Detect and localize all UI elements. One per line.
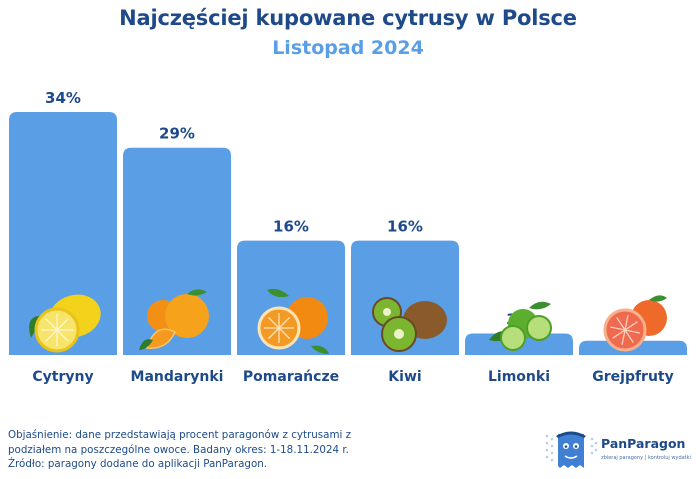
grapefruit-icon — [603, 295, 667, 352]
footnote: Objaśnienie: dane przedstawiają procent … — [8, 428, 368, 472]
category-label-cytryny: Cytryny — [32, 369, 93, 385]
value-label-pomarancze: 16% — [273, 218, 309, 236]
category-label-kiwi: Kiwi — [388, 369, 421, 385]
value-label-kiwi: 16% — [387, 218, 423, 236]
logo-tagline: zbieraj paragony | kontroluj wydatki — [601, 455, 691, 461]
bar-chart: 34% Cytryny 29% Mandarynki 16% Pomarańcze 16% K… — [9, 89, 687, 385]
lime-icon — [489, 301, 552, 351]
category-label-mandarynki: Mandarynki — [131, 369, 224, 385]
category-label-limonki: Limonki — [488, 369, 550, 385]
chart-subtitle: Listopad 2024 — [272, 37, 424, 59]
lemon-icon — [29, 294, 101, 353]
value-label-cytryny: 34% — [45, 89, 81, 107]
orange-icon — [257, 288, 329, 354]
footnote-line-2: podziałem na poszczególne owoce. Badany … — [8, 443, 349, 456]
kiwi-icon — [372, 297, 447, 352]
footnote-line-3: Źródło: paragony dodane do aplikacji Pan… — [8, 458, 268, 470]
mandarin-icon — [139, 289, 209, 350]
value-label-mandarynki: 29% — [159, 125, 195, 143]
category-label-pomarancze: Pomarańcze — [243, 369, 339, 385]
chart-title: Najczęściej kupowane cytrusy w Polsce — [119, 6, 577, 30]
logo-name: PanParagon — [601, 436, 686, 451]
receipt-mascot-icon — [545, 431, 598, 468]
footnote-line-1: Objaśnienie: dane przedstawiają procent … — [8, 429, 352, 441]
category-label-grejpfruty: Grejpfruty — [592, 369, 674, 385]
bar-cytryny — [9, 112, 117, 355]
panparagon-logo: PanParagon zbieraj paragony | kontroluj … — [543, 426, 693, 472]
